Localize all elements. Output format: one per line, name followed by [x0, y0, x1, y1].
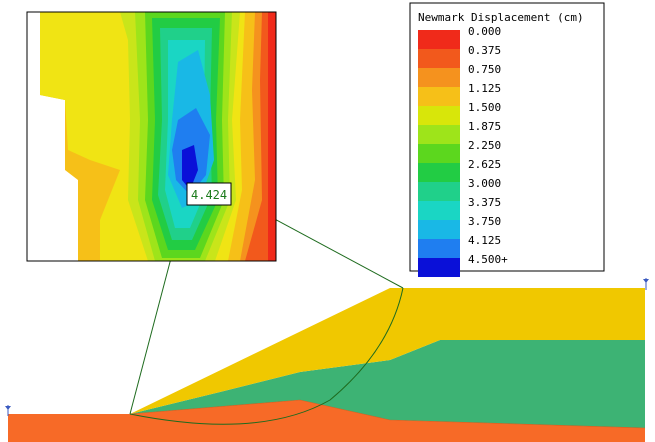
legend: Newmark Displacement (cm) 0.000 0.375 0.75… — [409, 2, 605, 277]
legend-swatch — [418, 68, 460, 87]
legend-swatch — [418, 49, 460, 68]
displacement-contour-grid: 4.424 — [26, 11, 277, 262]
legend-label: 0.750 — [468, 63, 501, 76]
embankment-upper-zone — [130, 288, 645, 414]
legend-label: 2.625 — [468, 158, 501, 171]
legend-label: 3.750 — [468, 215, 501, 228]
legend-swatch — [418, 201, 460, 220]
legend-swatch — [418, 125, 460, 144]
legend-label: 2.250 — [468, 139, 501, 152]
layer-boundary — [129, 399, 646, 429]
left-boundary-marker-arrow — [5, 406, 11, 410]
legend-swatch — [418, 239, 460, 258]
foundation-layer — [8, 400, 645, 442]
contour-frame — [26, 11, 277, 262]
legend-swatch — [418, 106, 460, 125]
max-value-callout-box — [186, 182, 232, 206]
legend-label: 1.125 — [468, 82, 501, 95]
legend-label: 0.000 — [468, 25, 501, 38]
legend-swatch — [418, 87, 460, 106]
critical-slip-surface — [129, 287, 404, 425]
slope-cross-section — [5, 185, 649, 442]
band-13 — [182, 145, 198, 190]
legend-label: 3.000 — [468, 177, 501, 190]
legend-label: 4.125 — [468, 234, 501, 247]
max-value-callout-label: 4.424 — [191, 188, 227, 202]
legend-swatch — [418, 144, 460, 163]
legend-swatch — [418, 258, 460, 277]
core-zone — [130, 340, 645, 428]
legend-label: 0.375 — [468, 44, 501, 57]
right-boundary-marker-arrow — [643, 279, 649, 283]
legend-title: Newmark Displacement (cm) — [418, 11, 584, 24]
legend-label: 1.875 — [468, 120, 501, 133]
legend-swatch — [418, 220, 460, 239]
legend-swatch — [418, 182, 460, 201]
legend-label: 4.500+ — [468, 253, 508, 266]
legend-label: 3.375 — [468, 196, 501, 209]
legend-label: 1.500 — [468, 101, 501, 114]
legend-swatch — [418, 30, 460, 49]
legend-swatch — [418, 163, 460, 182]
